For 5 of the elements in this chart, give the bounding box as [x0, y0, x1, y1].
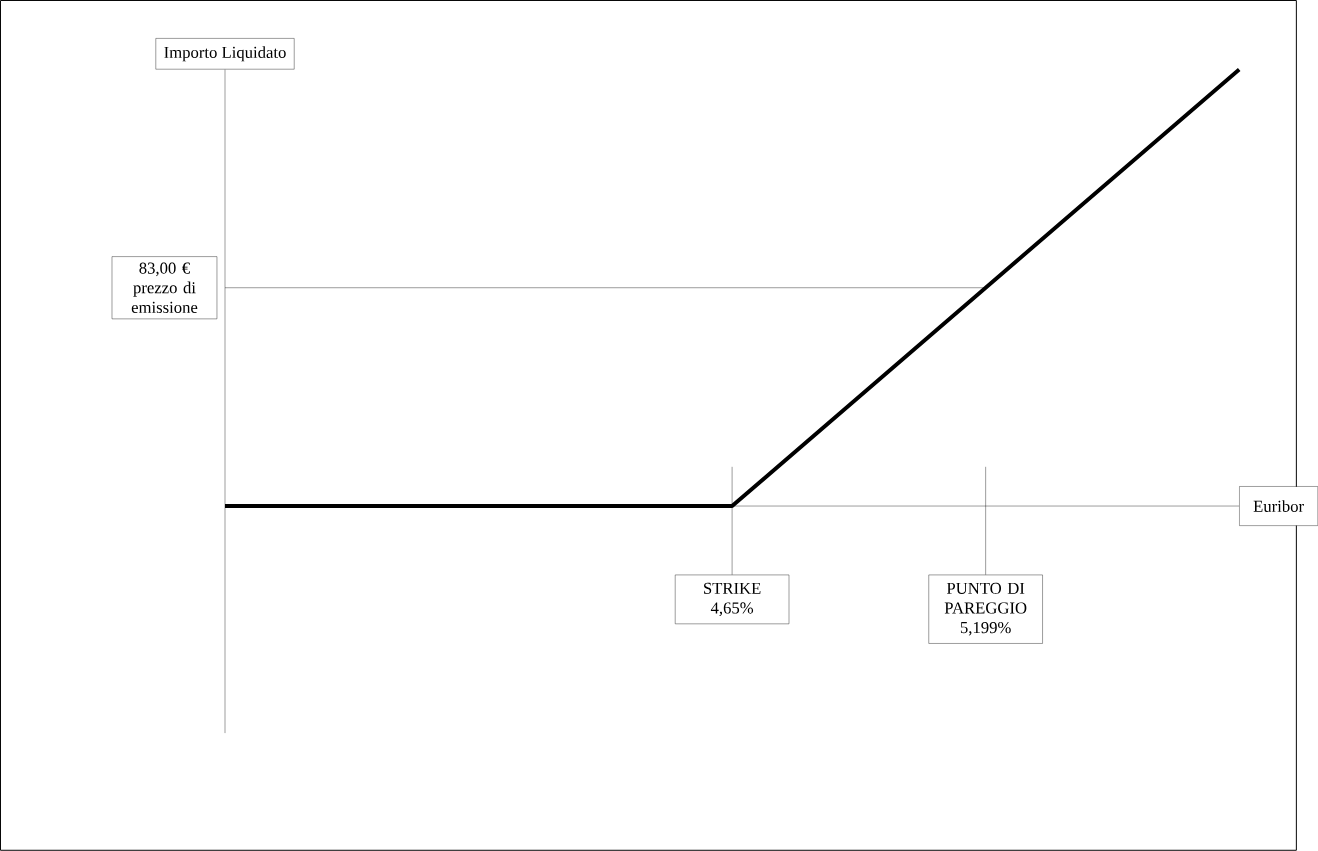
ref-line-label: 83,00 € prezzo di emissione — [131, 262, 198, 314]
y-axis-title: Importo Liquidato — [164, 46, 286, 62]
x-axis-title: Euribor — [1253, 500, 1304, 513]
x-tick-label: PUNTO DI PAREGGIO 5,199% — [944, 582, 1027, 636]
x-tick-label: STRIKE 4,65% — [704, 582, 761, 617]
